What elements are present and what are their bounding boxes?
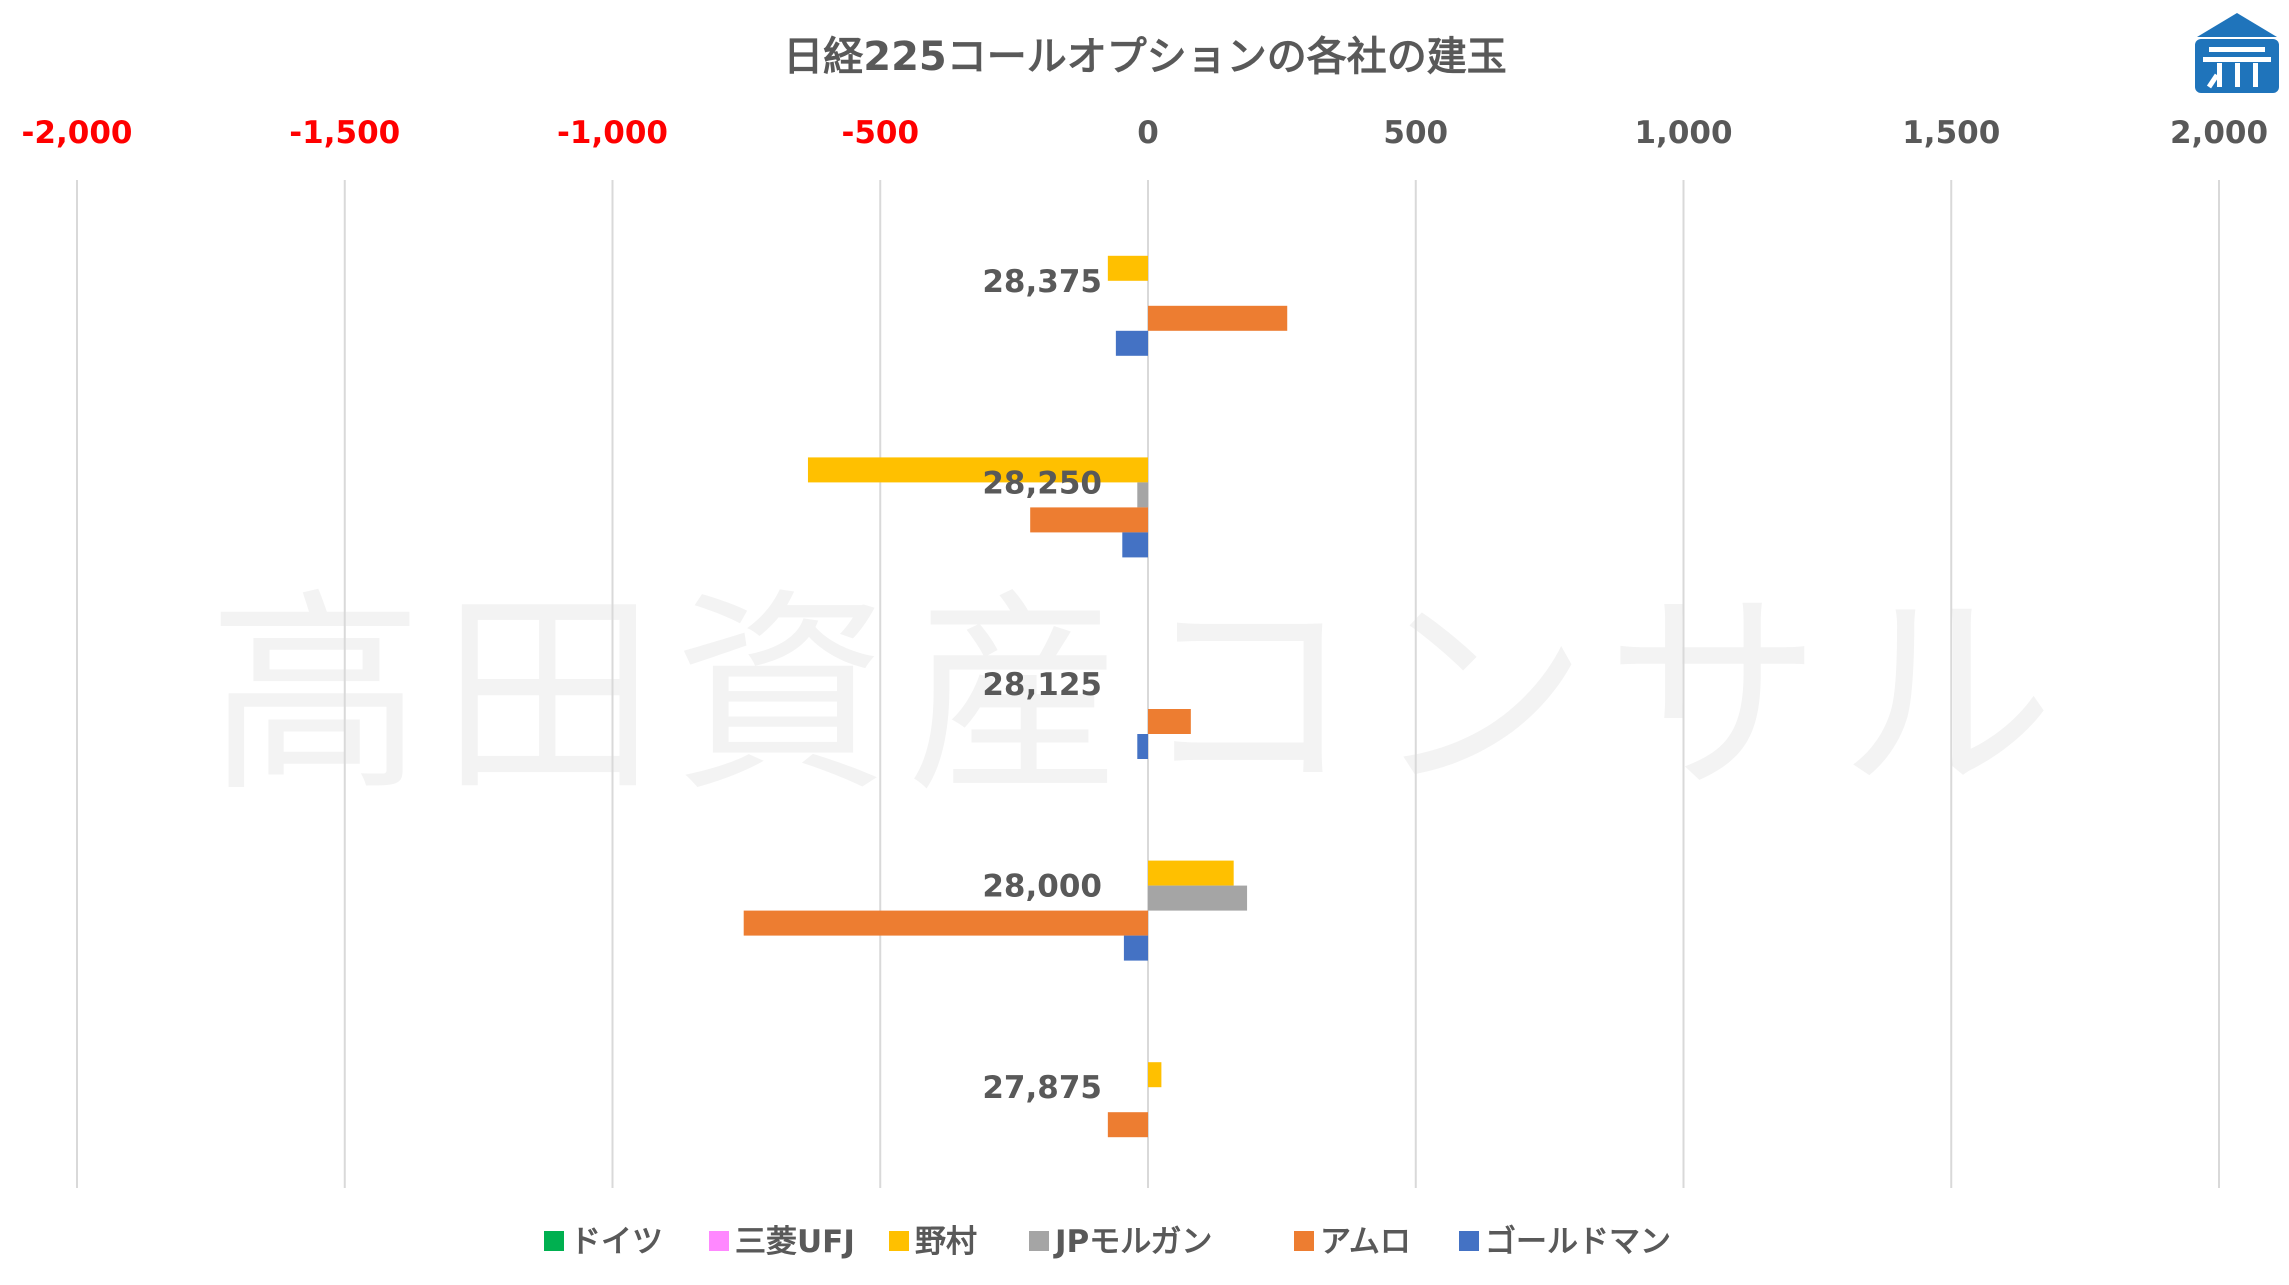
x-tick-label: -2,000	[22, 115, 133, 151]
bar	[1137, 734, 1148, 759]
legend-item[interactable]: JPモルガン	[1029, 1224, 1212, 1260]
legend-label: アムロ	[1320, 1224, 1411, 1260]
legend-swatch	[889, 1231, 909, 1251]
category-label: 28,125	[982, 667, 1102, 703]
legend-label: ゴールドマン	[1485, 1224, 1671, 1260]
x-tick-label: 2,000	[2170, 115, 2268, 151]
watermark: 高田資産コンサル	[208, 570, 2072, 821]
bar	[1148, 885, 1248, 911]
building-logo-icon	[2195, 13, 2279, 93]
x-tick-label: -1,500	[289, 115, 400, 151]
bar	[1148, 305, 1288, 331]
x-tick-label: 0	[1137, 115, 1159, 151]
x-tick-label: 1,500	[1902, 115, 2000, 151]
legend-swatch	[1294, 1231, 1314, 1251]
legend-item[interactable]: ドイツ	[544, 1224, 663, 1260]
bar	[1148, 1062, 1162, 1088]
category-label: 27,875	[982, 1070, 1102, 1106]
legend-item[interactable]: アムロ	[1294, 1224, 1411, 1260]
category-label: 28,000	[982, 869, 1102, 905]
legend-label: 野村	[915, 1224, 977, 1260]
legend-swatch	[709, 1231, 729, 1251]
bar	[1122, 532, 1148, 558]
legend-item[interactable]: ゴールドマン	[1459, 1224, 1671, 1260]
bar	[1115, 330, 1148, 356]
bar	[1148, 860, 1234, 886]
bar	[1107, 255, 1148, 281]
legend-label: JPモルガン	[1053, 1224, 1212, 1260]
legend[interactable]: ドイツ 三菱UFJ 野村 JPモルガン アムロ ゴールドマン	[544, 1224, 1671, 1260]
bar	[807, 457, 1148, 483]
x-tick-label: -1,000	[557, 115, 668, 151]
legend-swatch	[1029, 1231, 1049, 1251]
bar	[743, 910, 1148, 936]
legend-item[interactable]: 三菱UFJ	[709, 1224, 855, 1260]
bar	[1107, 1112, 1148, 1138]
legend-label: 三菱UFJ	[735, 1224, 855, 1260]
x-tick-label: 500	[1383, 115, 1448, 151]
x-tick-label: -500	[841, 115, 919, 151]
category-label: 28,375	[982, 264, 1102, 300]
bars	[743, 255, 1288, 1138]
bar	[1137, 482, 1148, 508]
category-label: 28,250	[982, 465, 1102, 501]
legend-item[interactable]: 野村	[889, 1224, 977, 1260]
legend-label: ドイツ	[570, 1224, 663, 1260]
x-axis-ticks: -2,000 -1,500 -1,000 -500 0 500 1,000 1,500 2,00…	[22, 115, 2268, 151]
bar	[1123, 935, 1148, 961]
bar	[1148, 709, 1191, 734]
bar	[1030, 507, 1148, 533]
category-labels: 28,375 28,250 28,125 28,000 27,875	[982, 264, 1102, 1106]
legend-swatch	[544, 1231, 564, 1251]
legend-swatch	[1459, 1231, 1479, 1251]
x-tick-label: 1,000	[1634, 115, 1732, 151]
chart-title: 日経225コールオプションの各社の建玉	[783, 34, 1507, 80]
